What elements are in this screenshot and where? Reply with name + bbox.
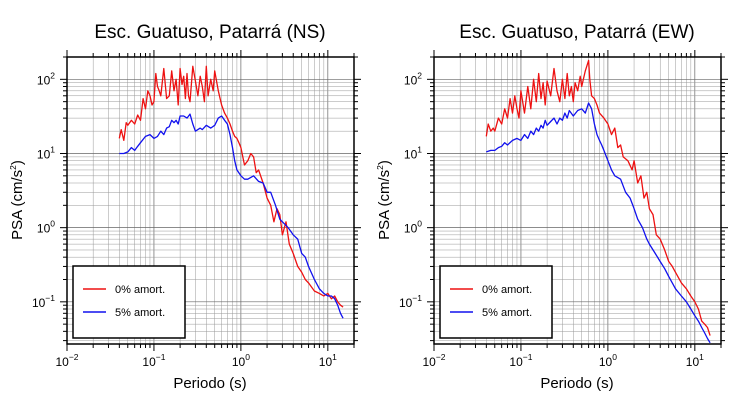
y-tick-label: 10−1: [32, 293, 55, 310]
chart-title: Esc. Guatuso, Patarrá (EW): [459, 22, 694, 43]
x-tick-label: 100: [599, 352, 617, 369]
legend-label-0: 0% amort.: [115, 284, 165, 296]
x-tick-label: 100: [232, 352, 250, 369]
x-axis-label: Periodo (s): [540, 375, 613, 392]
y-tick-label: 102: [404, 70, 422, 87]
x-tick-label: 10−1: [142, 352, 165, 369]
y-tick-labels: 10−1 100 101 102: [32, 70, 55, 309]
chart-panel-ns: Esc. Guatuso, Patarrá (NS) 10−2 10−1 100 10…: [8, 22, 361, 392]
x-tick-label: 101: [319, 352, 337, 369]
legend-box: [439, 265, 553, 339]
chart-panel-ew: Esc. Guatuso, Patarrá (EW) 10−2 10−1 100 10…: [375, 22, 728, 392]
x-tick-label: 10−2: [55, 352, 78, 369]
series-line-1: [486, 102, 711, 344]
y-axis-label: PSA (cm/s2): [375, 160, 393, 240]
y-tick-label: 100: [37, 219, 55, 236]
tick-marks: [60, 50, 361, 351]
x-tick-label: 10−1: [509, 352, 532, 369]
series-group: [118, 65, 344, 319]
y-tick-label: 101: [404, 144, 422, 161]
plot-frame: [66, 56, 355, 345]
y-tick-label: 100: [404, 219, 422, 236]
series-group: [485, 59, 711, 344]
chart-title: Esc. Guatuso, Patarrá (NS): [94, 22, 325, 43]
series-line-1: [119, 113, 344, 319]
y-tick-label: 102: [37, 70, 55, 87]
x-tick-labels: 10−2 10−1 100 101: [55, 352, 337, 369]
legend-label-0: 0% amort.: [482, 284, 532, 296]
y-axis-label: PSA (cm/s2): [8, 160, 26, 240]
legend-label-1: 5% amort.: [482, 307, 532, 319]
x-axis-label: Periodo (s): [173, 375, 246, 392]
y-tick-label: 10−1: [399, 293, 422, 310]
legend-box: [72, 265, 186, 339]
legend-label-1: 5% amort.: [115, 307, 165, 319]
x-tick-label: 101: [686, 352, 704, 369]
x-tick-label: 10−2: [422, 352, 445, 369]
tick-marks: [427, 50, 728, 351]
x-tick-labels: 10−2 10−1 100 101: [422, 352, 704, 369]
y-tick-label: 101: [37, 144, 55, 161]
legend: 0% amort. 5% amort.: [439, 265, 553, 339]
y-tick-labels: 10−1 100 101 102: [399, 70, 422, 309]
plot-frame: [433, 56, 722, 345]
legend: 0% amort. 5% amort.: [72, 265, 186, 339]
series-line-0: [485, 59, 711, 336]
series-line-0: [118, 65, 344, 308]
